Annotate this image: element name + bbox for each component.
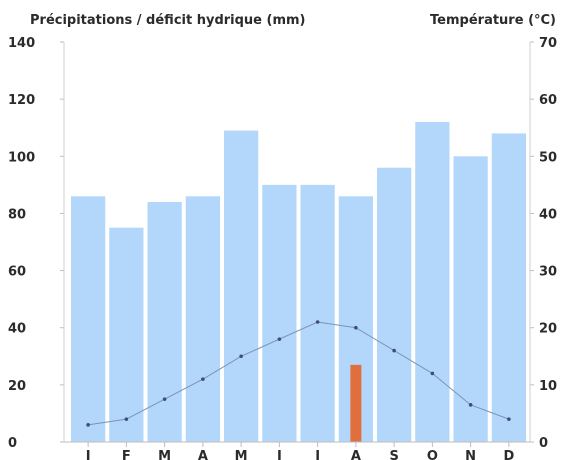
right-tick-label: 70: [539, 36, 557, 51]
temperature-point: [392, 348, 396, 353]
right-tick-label: 60: [539, 93, 557, 108]
month-label: A: [198, 449, 208, 460]
precipitation-bar: [224, 130, 259, 443]
temperature-point: [468, 403, 473, 407]
temperature-point: [86, 423, 90, 427]
precipitation-bar: [491, 133, 526, 442]
month-label: D: [503, 449, 514, 460]
precipitation-bar: [415, 122, 450, 442]
left-tick-label: 60: [8, 265, 26, 280]
month-label: S: [389, 449, 398, 460]
temperature-point: [162, 397, 167, 401]
right-tick-label: 50: [539, 150, 557, 165]
temperature-point: [201, 377, 205, 381]
month-label: J: [85, 449, 91, 460]
month-label: A: [351, 449, 361, 460]
temperature-point: [507, 417, 511, 421]
month-label: O: [427, 449, 438, 460]
precipitation-bar: [109, 227, 144, 442]
deficit-bar: [350, 364, 362, 442]
month-label: J: [276, 449, 282, 460]
temperature-point: [315, 320, 320, 324]
precipitation-bar: [377, 167, 412, 442]
temperature-point: [239, 354, 243, 359]
left-tick-label: 20: [8, 379, 26, 394]
precipitation-bar: [453, 156, 488, 443]
precipitation-bar: [71, 196, 106, 442]
temperature-line-path: [88, 321, 510, 426]
left-axis-title: Précipitations / déficit hydrique (mm): [30, 13, 306, 28]
month-label: M: [158, 449, 171, 460]
temperature-point: [430, 371, 435, 376]
month-label: F: [122, 449, 131, 460]
left-tick-label: 100: [8, 150, 35, 165]
left-tick-label: 40: [8, 322, 26, 337]
right-tick-label: 30: [539, 265, 557, 280]
precipitation-bar: [185, 196, 220, 442]
right-tick-label: 40: [539, 207, 557, 222]
left-axis-ticks: 0 20 40 60 80 100 120 140: [8, 36, 64, 451]
month-label: J: [314, 449, 320, 460]
deficit-bars: [350, 364, 362, 442]
right-axis-title: Température (°C): [430, 13, 556, 28]
temperature-line: [86, 320, 511, 427]
left-tick-label: 120: [8, 93, 35, 108]
right-axis-ticks: 0 10 20 30 40 50 60 70: [530, 36, 557, 451]
right-tick-label: 10: [539, 379, 557, 394]
temperature-point: [354, 325, 358, 330]
left-tick-label: 140: [8, 36, 35, 51]
temperature-point: [277, 337, 282, 341]
left-tick-label: 0: [8, 436, 17, 451]
precipitation-bar: [300, 184, 335, 442]
month-label: N: [465, 449, 476, 460]
month-label: M: [235, 449, 248, 460]
left-tick-label: 80: [8, 207, 26, 222]
temperature-point: [124, 417, 129, 421]
right-tick-label: 20: [539, 322, 557, 337]
right-tick-label: 0: [539, 436, 548, 451]
precipitation-bar: [262, 184, 297, 442]
precipitation-bar: [147, 202, 182, 442]
